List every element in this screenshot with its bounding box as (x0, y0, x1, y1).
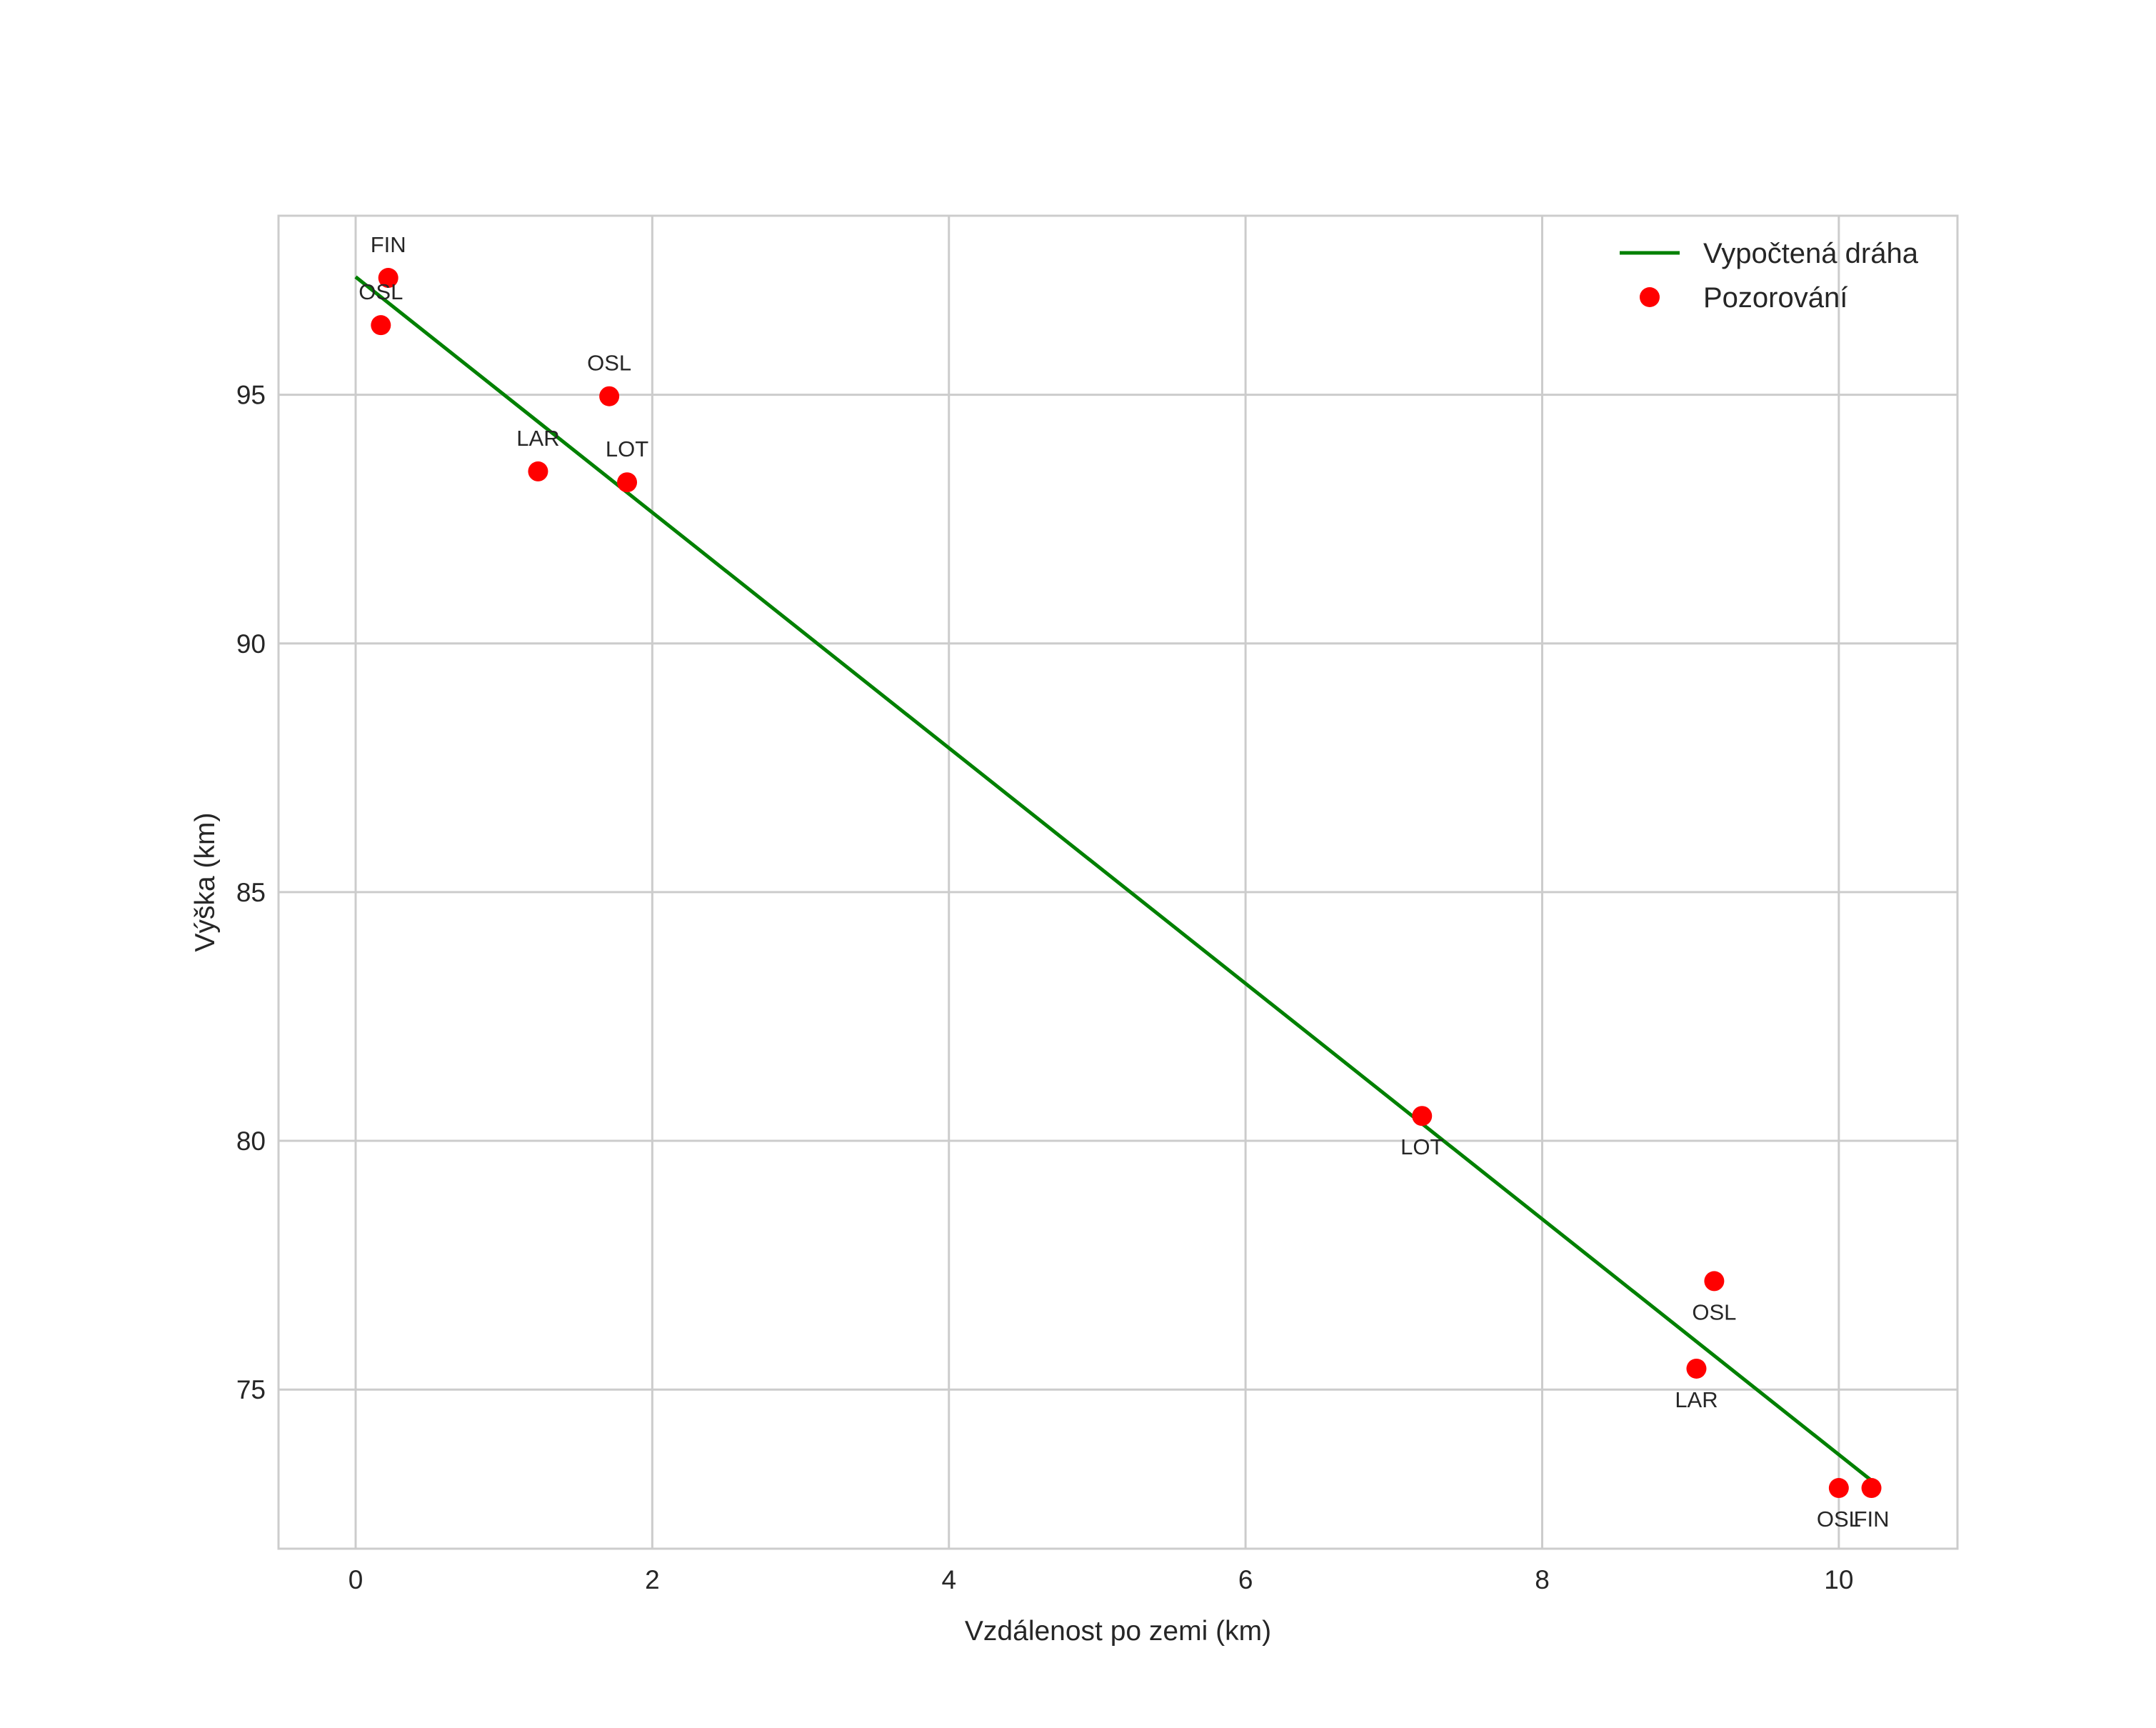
station-label: FIN (1854, 1507, 1890, 1532)
station-label: OSL (359, 279, 403, 304)
tick-labels: 0 2 4 6 8 10 75 80 85 90 95 (236, 381, 1854, 1594)
grid (279, 216, 1957, 1549)
observation-point (1704, 1271, 1725, 1292)
legend-label-line: Vypočtená dráha (1703, 238, 1919, 269)
x-axis-label: Vzdálenost po zemi (km) (965, 1616, 1271, 1647)
station-label: LAR (1675, 1387, 1718, 1412)
x-tick-label: 8 (1535, 1565, 1550, 1594)
x-tick-label: 0 (349, 1565, 363, 1594)
x-tick-label: 6 (1238, 1565, 1253, 1594)
station-label: OSL (1692, 1299, 1736, 1324)
observation-point (617, 472, 638, 493)
observation-point (528, 461, 548, 481)
y-tick-label: 75 (236, 1375, 266, 1404)
observation-point (1828, 1478, 1849, 1499)
observation-point (378, 268, 398, 289)
y-tick-label: 90 (236, 629, 266, 659)
observation-point (371, 315, 391, 336)
y-tick-label: 95 (236, 381, 266, 410)
observation-point (1686, 1358, 1707, 1379)
y-tick-label: 85 (236, 878, 266, 907)
trajectory-line (354, 275, 1877, 1486)
x-tick-label: 4 (941, 1565, 956, 1594)
station-label: FIN (371, 232, 406, 257)
x-tick-label: 10 (1824, 1565, 1853, 1594)
x-tick-label: 2 (645, 1565, 660, 1594)
station-label: LOT (606, 436, 648, 461)
y-tick-label: 80 (236, 1127, 266, 1156)
legend-label-points: Pozorování (1703, 282, 1847, 314)
observation-point (599, 386, 620, 406)
y-axis-label: Výška (km) (190, 813, 221, 952)
legend-marker-swatch (1640, 287, 1660, 307)
legend: Vypočtená dráha Pozorování (1620, 238, 1919, 314)
station-label: LAR (516, 426, 559, 451)
observation-point (1412, 1106, 1433, 1127)
station-label: OSL (1817, 1507, 1861, 1532)
station-label: OSL (587, 351, 631, 376)
station-label: LOT (1400, 1134, 1443, 1159)
axes-frame (277, 214, 1959, 1550)
observation-point (1861, 1478, 1882, 1499)
